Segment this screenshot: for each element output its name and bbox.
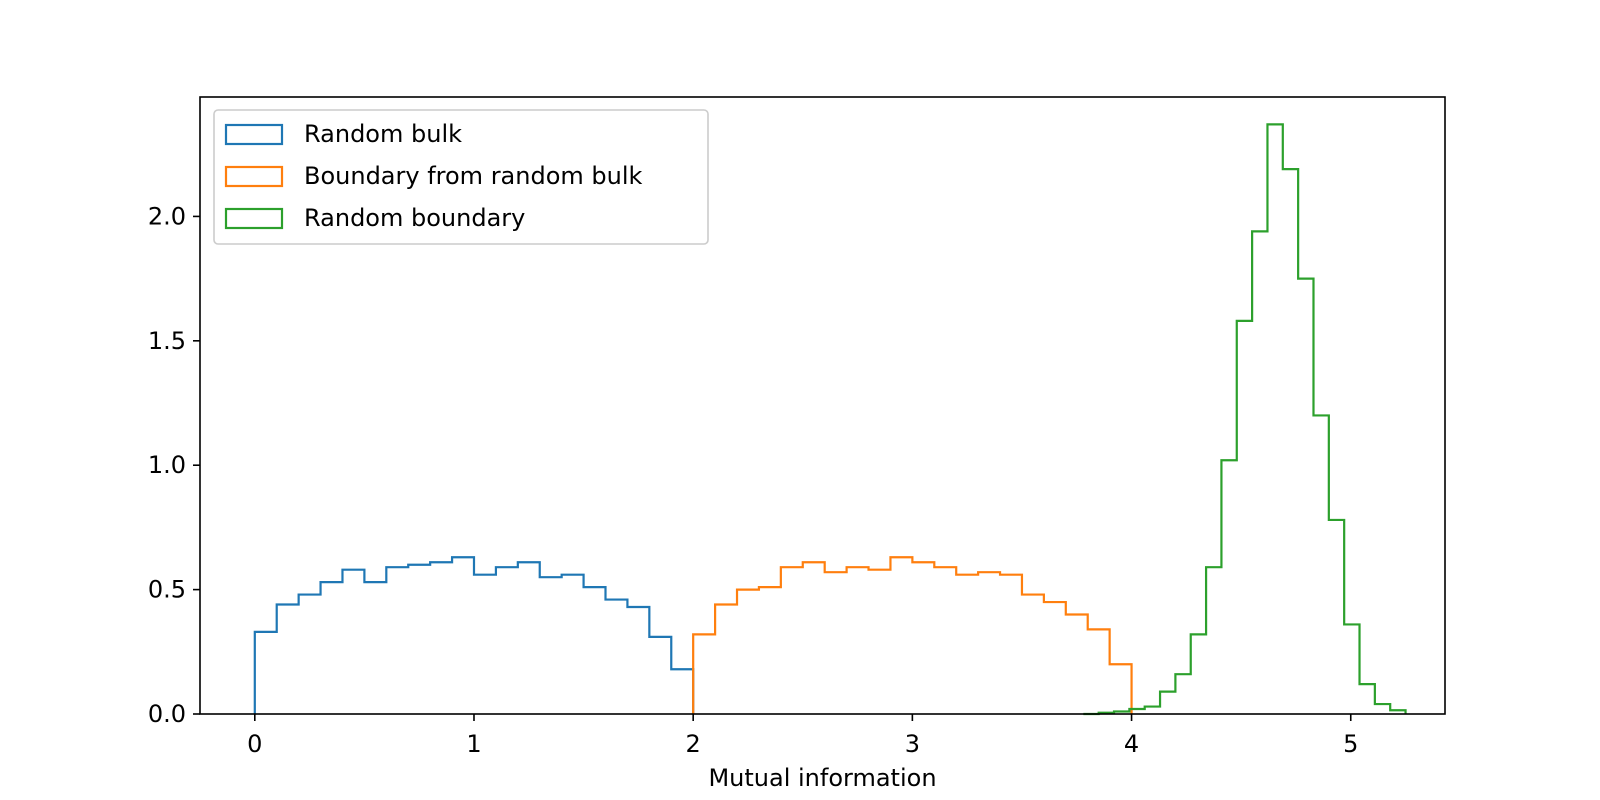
legend-swatch: [224, 123, 284, 146]
histogram-series-3: [1083, 123, 1407, 716]
x-tick-label: 1: [466, 730, 481, 758]
legend-swatch: [224, 207, 284, 230]
y-tick-label: 1.0: [148, 451, 186, 479]
x-axis-ticks: 0 1 2 3 4 5: [247, 714, 1358, 758]
y-tick-label: 0.0: [148, 700, 186, 728]
histogram-series-2: [692, 556, 1133, 714]
x-tick-label: 3: [905, 730, 920, 758]
y-tick-label: 2.0: [148, 202, 186, 230]
x-tick-label: 5: [1343, 730, 1358, 758]
x-tick-label: 4: [1124, 730, 1139, 758]
x-axis-label: Mutual information: [708, 764, 936, 792]
y-axis-ticks: 0.0 0.5 1.0 1.5 2.0: [148, 202, 200, 728]
y-tick-label: 0.5: [148, 576, 186, 604]
histogram-series-layer: [253, 123, 1407, 716]
x-tick-label: 0: [247, 730, 262, 758]
legend-entry-label: Random bulk: [304, 120, 462, 148]
y-tick-label: 1.5: [148, 327, 186, 355]
legend-swatch: [224, 165, 284, 188]
x-tick-label: 2: [686, 730, 701, 758]
plot-area-frame: [199, 96, 1446, 715]
legend: Random bulk Boundary from random bulk Rand…: [213, 109, 709, 245]
histogram-series-1: [253, 556, 695, 714]
legend-box: [213, 109, 709, 245]
legend-entry-label: Boundary from random bulk: [304, 162, 643, 190]
legend-entry-label: Random boundary: [304, 204, 525, 232]
